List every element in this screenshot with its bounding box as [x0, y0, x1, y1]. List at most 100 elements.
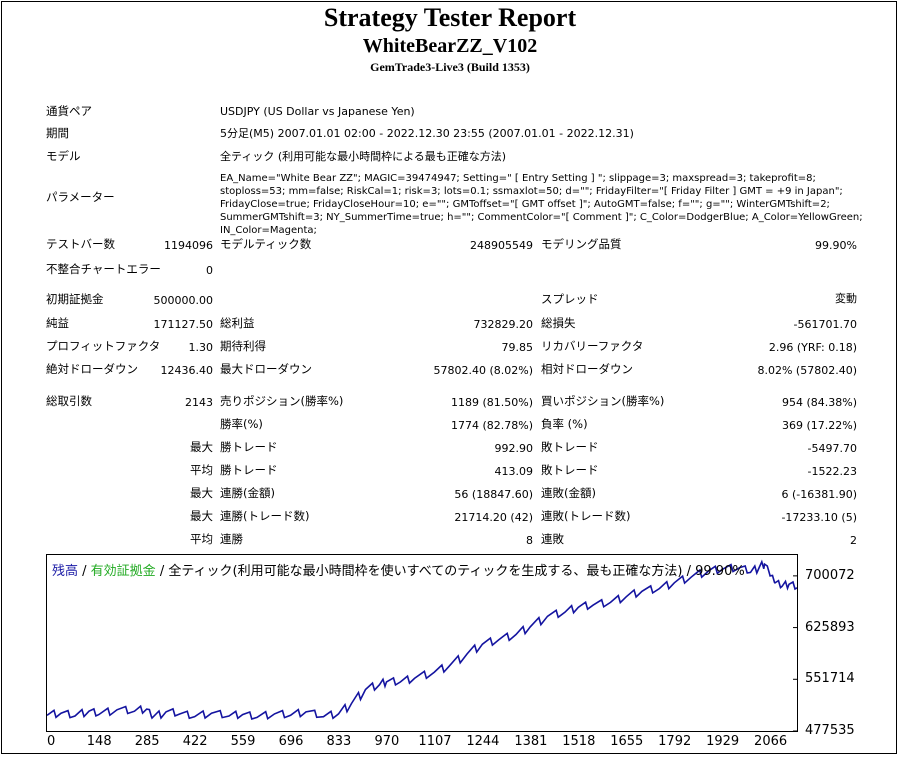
balance-chart-plot [47, 559, 797, 731]
largest-loss-label: 敗トレード [541, 440, 599, 454]
loss-rate-value: 369 (17.22%) [781, 419, 857, 432]
max-prefix-1: 最大 [190, 440, 213, 454]
largest-win-value: 992.90 [494, 442, 534, 455]
max-consec-losses-money-value: 6 (-16381.90) [781, 488, 857, 501]
x-tick-label: 422 [182, 734, 208, 749]
max-consec-loss-label: 連敗(トレード数) [541, 509, 631, 523]
max-consec-wins-money-value: 56 (18847.60) [454, 488, 533, 501]
y-tick-label: 477535 [805, 723, 855, 738]
max-consec-profit-label: 連勝(トレード数) [220, 509, 310, 523]
pf-value: 1.30 [188, 341, 214, 354]
ticks-value: 248905549 [470, 239, 533, 252]
long-value: 954 (84.38%) [781, 396, 857, 409]
abs-dd-label: 絶対ドローダウン [46, 362, 138, 376]
gross-loss-value: -561701.70 [793, 318, 857, 331]
max-consec-losses-money-label: 連敗(金額) [541, 486, 596, 500]
quality-label: モデリング品質 [541, 237, 622, 251]
x-tick-label: 1655 [610, 734, 644, 749]
x-tick-label: 559 [230, 734, 256, 749]
period-value: 5分足(M5) 2007.01.01 02:00 - 2022.12.30 23… [220, 127, 634, 140]
gross-profit-label: 総利益 [220, 316, 255, 330]
x-tick-label: 1792 [658, 734, 692, 749]
x-tick-label: 2066 [754, 734, 788, 749]
total-trades-label: 総取引数 [46, 394, 92, 408]
abs-dd-value: 12436.40 [160, 364, 214, 377]
payoff-value: 79.85 [501, 341, 534, 354]
x-tick-label: 1929 [706, 734, 740, 749]
y-tick-label: 625893 [805, 619, 855, 635]
max-consec-profit-value: 21714.20 (42) [454, 511, 533, 524]
params-label: パラメーター [46, 190, 115, 204]
symbol-value: USDJPY (US Dollar vs Japanese Yen) [220, 105, 415, 118]
spread-value: 変動 [835, 292, 857, 305]
x-tick-label: 1381 [514, 734, 548, 749]
x-tick-label: 1518 [562, 734, 596, 749]
legend-description: / 全ティック(利用可能な最小時間枠を使いすべてのティックを生成する、最も正確な… [155, 564, 745, 579]
short-label: 売りポジション(勝率%) [220, 394, 344, 408]
ticks-label: モデルティック数 [220, 237, 312, 251]
server-name: GemTrade3-Live3 (Build 1353) [370, 60, 530, 74]
legend-equity: 有効証拠金 [90, 564, 156, 579]
max-prefix-3: 最大 [190, 509, 213, 523]
model-value: 全ティック (利用可能な最小時間枠による最も正確な方法) [220, 150, 507, 163]
net-label: 純益 [46, 316, 69, 330]
recovery-label: リカバリーファクタ [541, 339, 644, 353]
avg-consec-wins-value: 8 [526, 534, 533, 547]
ea-name: WhiteBearZZ_V102 [362, 35, 538, 57]
short-value: 1189 (81.50%) [450, 396, 533, 409]
period-label: 期間 [46, 126, 69, 140]
bars-value: 1194096 [164, 239, 213, 252]
report-title: Strategy Tester Report [323, 3, 577, 32]
mismatch-value: 0 [206, 264, 213, 277]
gross-loss-label: 総損失 [541, 316, 576, 330]
x-tick-label: 285 [134, 734, 160, 749]
avg-loss-value: -1522.23 [807, 465, 857, 478]
max-dd-value: 57802.40 (8.02%) [433, 364, 533, 377]
x-tick-label: 148 [86, 734, 112, 749]
long-label: 買いポジション(勝率%) [541, 394, 665, 408]
model-label: モデル [46, 149, 81, 163]
legend-separator: / [78, 564, 91, 579]
payoff-label: 期待利得 [220, 339, 266, 353]
params-value: EA_Name="White Bear ZZ"; MAGIC=39474947;… [220, 173, 863, 236]
loss-rate-label: 負率 (%) [541, 417, 588, 431]
avg-win-label: 勝トレード [220, 463, 278, 477]
y-tick-label: 551714 [805, 671, 855, 687]
largest-loss-value: -5497.70 [807, 442, 857, 455]
avg-consec-losses-value: 2 [850, 534, 857, 547]
y-tick-label: 700072 [805, 567, 855, 583]
avg-prefix-1: 平均 [190, 463, 213, 477]
x-tick-label: 833 [326, 734, 352, 749]
avg-loss-label: 敗トレード [541, 463, 599, 477]
x-tick-label: 696 [278, 734, 304, 749]
max-consec-loss-value: -17233.10 (5) [781, 511, 857, 524]
largest-win-label: 勝トレード [220, 440, 278, 454]
total-trades-value: 2143 [185, 396, 213, 409]
recovery-value: 2.96 (YRF: 0.18) [768, 341, 857, 354]
legend-balance: 残高 [52, 564, 79, 579]
pf-label: プロフィットファクタ [46, 339, 161, 353]
symbol-label: 通貨ペア [46, 104, 92, 118]
win-rate-label: 勝率(%) [220, 417, 263, 431]
x-tick-label: 1107 [418, 734, 452, 749]
chart-legend: 残高 / 有効証拠金 / 全ティック(利用可能な最小時間枠を使いすべてのティック… [52, 560, 745, 579]
avg-consec-wins-label: 連勝 [220, 532, 243, 546]
max-prefix-2: 最大 [190, 486, 213, 500]
x-tick-label: 0 [47, 734, 56, 749]
quality-value: 99.90% [815, 239, 857, 252]
balance-series-line [47, 559, 797, 721]
net-value: 171127.50 [153, 318, 214, 331]
x-tick-label: 970 [374, 734, 400, 749]
x-tick-label: 1244 [466, 734, 500, 749]
rel-dd-value: 8.02% (57802.40) [757, 364, 857, 377]
rel-dd-label: 相対ドローダウン [541, 362, 633, 376]
spread-label: スプレッド [541, 292, 599, 306]
avg-prefix-2: 平均 [190, 532, 213, 546]
max-consec-wins-money-label: 連勝(金額) [220, 486, 275, 500]
avg-consec-losses-label: 連敗 [541, 532, 564, 546]
avg-win-value: 413.09 [494, 465, 534, 478]
gross-profit-value: 732829.20 [473, 318, 534, 331]
deposit-value: 500000.00 [153, 294, 214, 307]
bars-label: テストバー数 [46, 237, 115, 251]
